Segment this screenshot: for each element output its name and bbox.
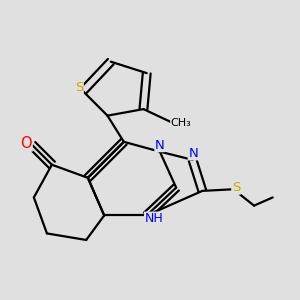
Text: O: O — [20, 136, 32, 151]
Text: NH: NH — [145, 212, 163, 225]
Text: N: N — [188, 147, 198, 160]
Text: S: S — [232, 181, 240, 194]
Text: S: S — [75, 81, 83, 94]
Text: N: N — [155, 139, 165, 152]
Text: CH₃: CH₃ — [171, 118, 191, 128]
